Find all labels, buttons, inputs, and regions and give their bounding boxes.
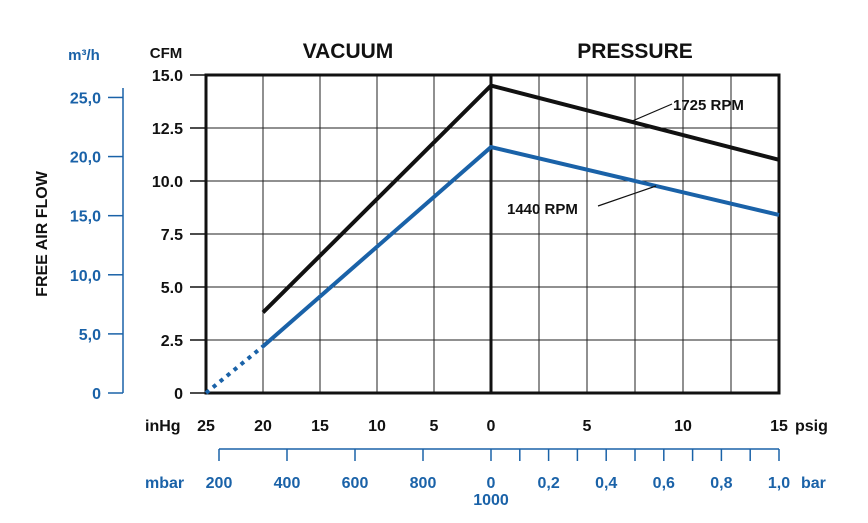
m3h-tick-1: 5,0	[79, 327, 101, 344]
label-leader-1440	[597, 185, 657, 207]
series-1725-rpm-line	[261, 83, 780, 314]
top-x-tick-labels: 25 20 15 10 5 0 5 10 15	[197, 418, 788, 435]
mbar-tick-2: 600	[342, 475, 369, 492]
m3h-tick-2: 10,0	[70, 268, 101, 285]
bottom-1000-label: 1000	[473, 492, 509, 509]
mbar-unit-label: mbar	[145, 475, 184, 492]
cfm-tick-6: 15.0	[152, 68, 183, 85]
m3h-tick-0: 0	[92, 386, 101, 403]
bar-unit-label: bar	[801, 475, 826, 492]
m3h-tick-3: 15,0	[70, 209, 101, 226]
psig-tick-1: 10	[674, 418, 692, 435]
label-leader-1725	[629, 103, 673, 123]
mbar-tick-1: 400	[274, 475, 301, 492]
bar-tick-4: 1,0	[768, 475, 790, 492]
m3h-tick-5: 25,0	[70, 90, 101, 107]
cfm-tick-2: 5.0	[161, 280, 183, 297]
psig-tick-0: 5	[583, 418, 592, 435]
bottom-zero-label: 0	[487, 475, 496, 492]
inhg-tick-2: 15	[311, 418, 329, 435]
psig-unit-label: psig	[795, 418, 828, 435]
inhg-unit-label: inHg	[145, 418, 181, 435]
bar-tick-2: 0,6	[653, 475, 675, 492]
cfm-tick-3: 7.5	[161, 227, 183, 244]
mbar-tick-0: 200	[206, 475, 233, 492]
series-1440-rpm-line	[261, 144, 780, 348]
cfm-tick-4: 10.0	[152, 174, 183, 191]
m3h-tick-4: 20,0	[70, 150, 101, 167]
inhg-tick-1: 20	[254, 418, 272, 435]
series-label-1440: 1440 RPM	[507, 201, 578, 218]
vacuum-title: VACUUM	[303, 40, 394, 63]
psig-tick-2: 15	[770, 418, 788, 435]
mbar-tick-3: 800	[410, 475, 437, 492]
pressure-title: PRESSURE	[577, 40, 693, 63]
series-label-1725: 1725 RPM	[673, 97, 744, 114]
bar-tick-1: 0,4	[595, 475, 617, 492]
bar-tick-3: 0,8	[710, 475, 732, 492]
series-lines	[204, 83, 780, 395]
cfm-tick-1: 2.5	[161, 333, 183, 350]
cfm-unit-label: CFM	[150, 45, 183, 62]
inhg-tick-3: 10	[368, 418, 386, 435]
cfm-tick-0: 0	[174, 386, 183, 403]
free-air-flow-label: FREE AIR FLOW	[34, 170, 51, 297]
cfm-tick-labels: 0 2.5 5.0 7.5 10.0 12.5 15.0	[152, 68, 206, 403]
inhg-tick-5: 0	[487, 418, 496, 435]
inhg-tick-0: 25	[197, 418, 215, 435]
bar-tick-0: 0,2	[537, 475, 559, 492]
m3h-axis: 0 5,0 10,0 15,0 20,0 25,0	[70, 88, 124, 403]
inhg-tick-4: 5	[430, 418, 439, 435]
series-1440-rpm-dotted	[204, 344, 265, 395]
m3h-unit-label: m³/h	[68, 47, 100, 64]
cfm-tick-5: 12.5	[152, 121, 183, 138]
